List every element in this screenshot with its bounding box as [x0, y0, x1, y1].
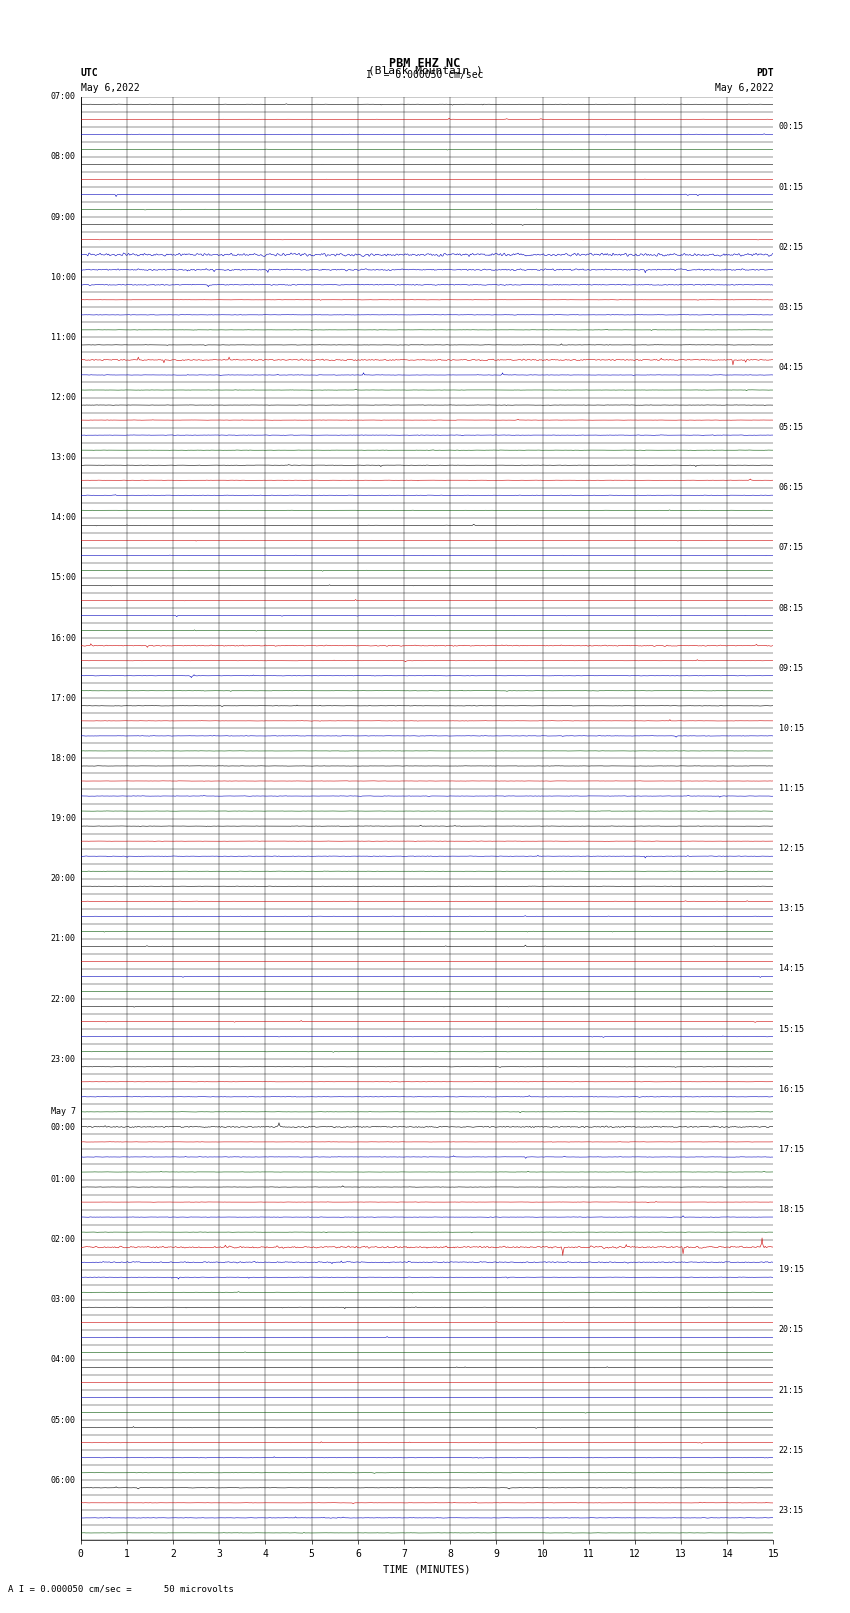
Text: 15:00: 15:00 [51, 574, 76, 582]
Text: 07:15: 07:15 [779, 544, 803, 552]
Text: 06:00: 06:00 [51, 1476, 76, 1484]
Text: 17:00: 17:00 [51, 694, 76, 703]
Text: 19:15: 19:15 [779, 1265, 803, 1274]
Text: 11:15: 11:15 [779, 784, 803, 794]
Text: 08:00: 08:00 [51, 153, 76, 161]
Text: 00:00: 00:00 [51, 1123, 76, 1132]
Text: 22:15: 22:15 [779, 1445, 803, 1455]
Text: May 7: May 7 [51, 1107, 76, 1116]
Text: 04:00: 04:00 [51, 1355, 76, 1365]
Text: PBM EHZ NC: PBM EHZ NC [389, 56, 461, 71]
Text: 00:15: 00:15 [779, 123, 803, 131]
Text: 01:00: 01:00 [51, 1174, 76, 1184]
Text: 01:15: 01:15 [779, 182, 803, 192]
Text: 10:00: 10:00 [51, 273, 76, 282]
Text: 09:00: 09:00 [51, 213, 76, 221]
Text: 12:15: 12:15 [779, 844, 803, 853]
Text: 13:00: 13:00 [51, 453, 76, 463]
X-axis label: TIME (MINUTES): TIME (MINUTES) [383, 1565, 471, 1574]
Text: 09:15: 09:15 [779, 663, 803, 673]
Text: 16:00: 16:00 [51, 634, 76, 642]
Text: I  = 0.000050 cm/sec: I = 0.000050 cm/sec [366, 69, 484, 79]
Text: 22:00: 22:00 [51, 995, 76, 1003]
Text: 03:00: 03:00 [51, 1295, 76, 1305]
Text: 12:00: 12:00 [51, 394, 76, 402]
Text: 06:15: 06:15 [779, 484, 803, 492]
Text: 18:00: 18:00 [51, 753, 76, 763]
Text: 21:15: 21:15 [779, 1386, 803, 1395]
Text: 07:00: 07:00 [51, 92, 76, 102]
Text: 17:15: 17:15 [779, 1145, 803, 1153]
Text: 02:00: 02:00 [51, 1236, 76, 1244]
Text: 15:15: 15:15 [779, 1024, 803, 1034]
Text: 14:15: 14:15 [779, 965, 803, 974]
Text: 18:15: 18:15 [779, 1205, 803, 1215]
Text: May 6,2022: May 6,2022 [715, 84, 774, 94]
Text: A I = 0.000050 cm/sec =      50 microvolts: A I = 0.000050 cm/sec = 50 microvolts [8, 1584, 235, 1594]
Text: May 6,2022: May 6,2022 [81, 84, 139, 94]
Text: 08:15: 08:15 [779, 603, 803, 613]
Text: 05:15: 05:15 [779, 423, 803, 432]
Text: 05:00: 05:00 [51, 1416, 76, 1424]
Text: 11:00: 11:00 [51, 332, 76, 342]
Text: 23:00: 23:00 [51, 1055, 76, 1063]
Text: 21:00: 21:00 [51, 934, 76, 944]
Text: 23:15: 23:15 [779, 1507, 803, 1515]
Text: 13:15: 13:15 [779, 905, 803, 913]
Text: 02:15: 02:15 [779, 242, 803, 252]
Text: 10:15: 10:15 [779, 724, 803, 732]
Text: 20:15: 20:15 [779, 1326, 803, 1334]
Text: 20:00: 20:00 [51, 874, 76, 884]
Text: (Black Mountain ): (Black Mountain ) [367, 65, 483, 76]
Text: 16:15: 16:15 [779, 1086, 803, 1094]
Text: 03:15: 03:15 [779, 303, 803, 311]
Text: 04:15: 04:15 [779, 363, 803, 373]
Text: UTC: UTC [81, 68, 99, 77]
Text: 14:00: 14:00 [51, 513, 76, 523]
Text: 19:00: 19:00 [51, 815, 76, 823]
Text: PDT: PDT [756, 68, 774, 77]
